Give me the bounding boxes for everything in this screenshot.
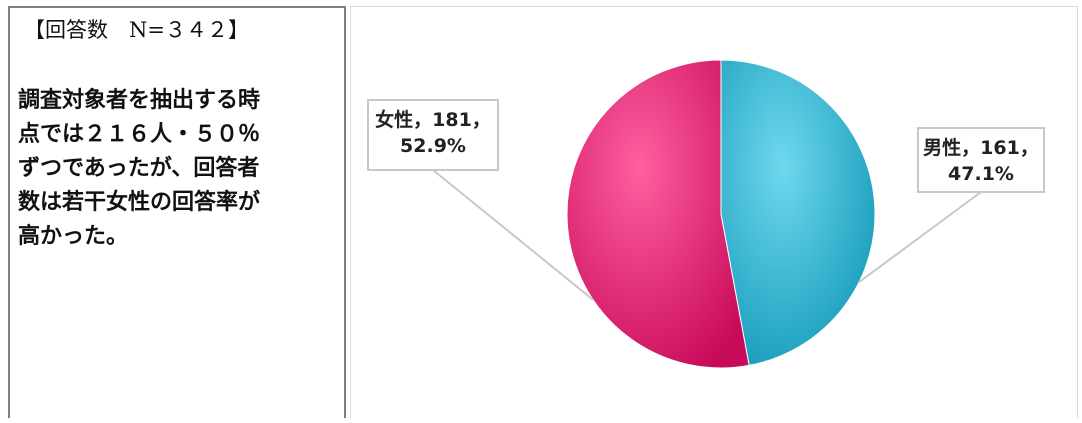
description-line: ずつであったが、回答者 — [18, 156, 260, 181]
pie-slice-female — [566, 59, 750, 369]
data-label: 女性，181， — [375, 108, 491, 131]
description-line: 数は若干女性の回答率が — [18, 190, 261, 215]
description-line: 点では２１６人・５０％ — [18, 122, 261, 147]
data-label: 52.9% — [400, 135, 466, 157]
description-panel — [8, 6, 346, 418]
data-label: 男性，161， — [923, 136, 1039, 159]
pie-slice-male — [720, 59, 876, 366]
callout-leader-line — [432, 169, 594, 301]
callout-box — [917, 127, 1045, 193]
description-text: 調査対象者を抽出する時 点では２１６人・５０％ ずつであったが、回答者 数は若干… — [18, 84, 330, 254]
data-label: 47.1% — [948, 163, 1014, 185]
description-line: 高かった。 — [18, 224, 129, 249]
callout-box — [367, 99, 499, 171]
callout-leader-line — [858, 191, 982, 283]
chart-frame — [350, 6, 1078, 418]
description-line: 調査対象者を抽出する時 — [18, 88, 261, 113]
response-count-header: 【回答数 N=３４２】 — [24, 18, 249, 42]
